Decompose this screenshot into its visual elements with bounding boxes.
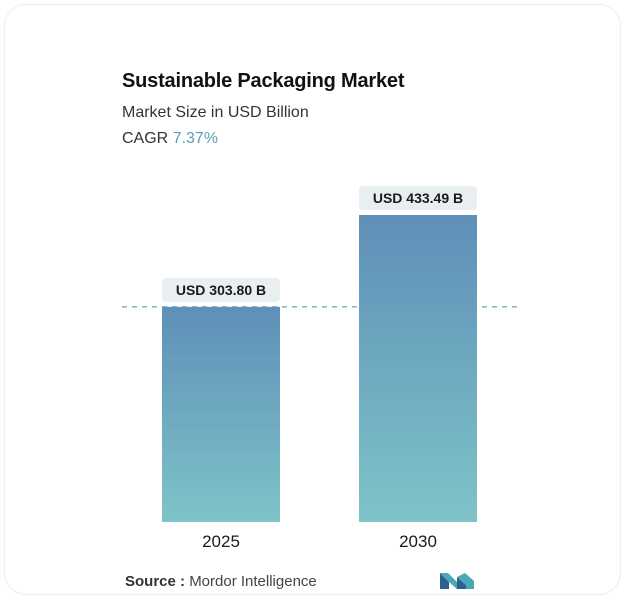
mordor-intelligence-logo-icon: [440, 573, 474, 589]
x-tick-label: 2030: [399, 532, 437, 551]
x-tick-label: 2025: [202, 532, 240, 551]
source-value: Mordor Intelligence: [189, 573, 317, 590]
chart-card: [4, 4, 621, 595]
source-label: Source :: [125, 573, 186, 590]
bar-2025: [162, 306, 280, 522]
source-note: Source : Mordor Intelligence: [125, 573, 317, 590]
chart-subtitle: Market Size in USD Billion: [122, 104, 309, 121]
cagr-line: CAGR 7.37%: [122, 130, 218, 148]
cagr-value: 7.37%: [172, 130, 219, 147]
value-label: USD 303.80 B: [176, 282, 266, 298]
bar-2030: [359, 215, 477, 522]
value-label-background: [359, 186, 477, 210]
value-label: USD 433.49 B: [373, 190, 463, 206]
value-label-background: [162, 277, 280, 302]
cagr-label: CAGR: [122, 130, 169, 147]
chart-title: Sustainable Packaging Market: [122, 70, 405, 92]
